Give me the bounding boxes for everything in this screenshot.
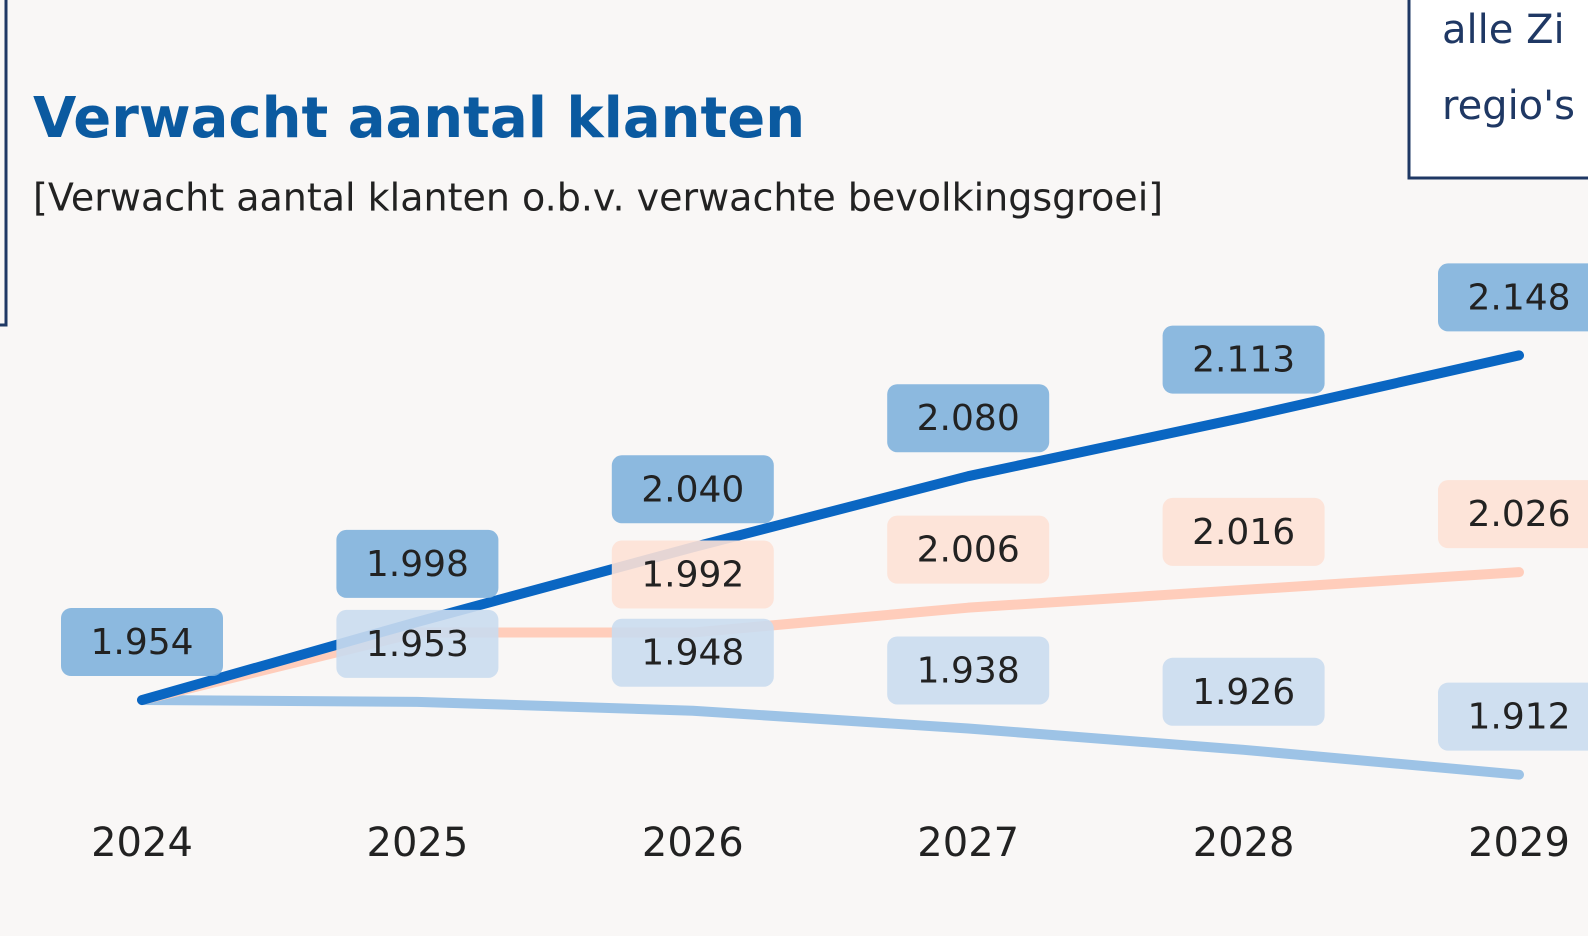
data-label-box <box>887 384 1050 453</box>
data-label: 1.954 <box>90 622 193 663</box>
data-label: 2.148 <box>1467 277 1570 318</box>
info-panel <box>1407 0 1588 180</box>
data-label-box <box>1162 325 1325 394</box>
data-label: 2.080 <box>917 398 1020 439</box>
data-label: 1.992 <box>641 555 744 596</box>
x-tick-label: 2024 <box>91 820 193 866</box>
chart-subtitle: [Verwacht aantal klanten o.b.v. verwacht… <box>33 176 1163 220</box>
x-tick-label: 2026 <box>642 820 744 866</box>
panel-line: alle Zi <box>1442 7 1565 53</box>
x-tick-label: 2029 <box>1468 820 1570 866</box>
data-label-box <box>1162 497 1325 566</box>
data-label: 2.006 <box>917 530 1020 571</box>
data-label: 2.040 <box>641 469 744 510</box>
data-label: 1.938 <box>917 650 1020 691</box>
left-frame <box>0 0 8 327</box>
data-label: 1.948 <box>641 633 744 674</box>
data-label: 2.026 <box>1467 494 1570 535</box>
x-tick-label: 2027 <box>917 820 1019 866</box>
data-label-box <box>336 609 499 678</box>
x-tick-label: 2025 <box>367 820 469 866</box>
data-label: 1.912 <box>1467 697 1570 738</box>
panel-line: regio's <box>1442 83 1575 129</box>
data-label-box <box>1438 263 1588 332</box>
data-label: 1.926 <box>1192 672 1295 713</box>
data-label: 1.998 <box>366 544 469 585</box>
series-line <box>137 695 1524 780</box>
data-label-box <box>611 455 774 524</box>
data-label-box <box>1438 682 1588 751</box>
data-label-box <box>336 529 499 598</box>
data-label: 2.113 <box>1192 340 1295 381</box>
data-label-box <box>887 636 1050 705</box>
data-label: 2.016 <box>1192 512 1295 553</box>
data-label-box <box>61 608 223 677</box>
data-label-box <box>1438 480 1588 549</box>
data-label-box <box>611 540 774 609</box>
x-tick-label: 2028 <box>1193 820 1295 866</box>
data-label-box <box>611 618 774 687</box>
data-label-box <box>1162 657 1325 726</box>
chart-title: Verwacht aantal klanten <box>33 86 805 151</box>
data-label-box <box>887 515 1050 584</box>
data-label: 1.953 <box>366 624 469 665</box>
